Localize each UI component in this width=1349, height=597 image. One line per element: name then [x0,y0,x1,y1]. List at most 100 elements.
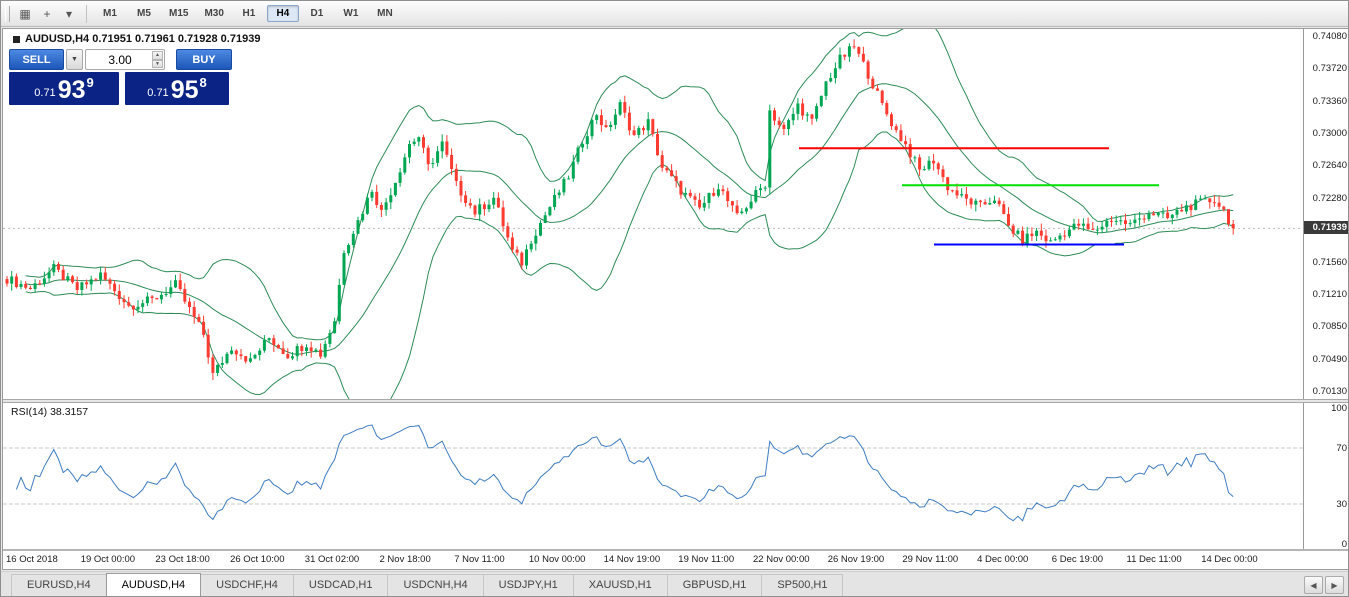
time-axis-label: 19 Oct 00:00 [80,554,136,565]
timeframe-m30-button[interactable]: M30 [204,8,224,19]
trade-panel-prices: 0.71 93 9 0.71 95 8 [9,72,235,105]
timeframe-mn-button[interactable]: MN [377,8,393,19]
trade-panel-controls: SELL ▼ ▲ ▼ BUY [9,49,235,70]
trend-lines[interactable] [799,147,1159,246]
pane-splitter[interactable] [3,399,1348,403]
tab-usdcnh-h4[interactable]: USDCNH,H4 [387,574,484,596]
bid-sup-digit: 9 [86,75,94,90]
time-axis-label: 29 Nov 11:00 [902,554,959,565]
time-axis-label: 6 Dec 19:00 [1051,554,1104,565]
tab-usdcad-h1[interactable]: USDCAD,H1 [292,574,389,596]
time-axis-label: 14 Dec 00:00 [1201,554,1258,565]
rsi-indicator-label: RSI(14) 38.3157 [11,406,89,418]
timeframe-m1-button[interactable]: M1 [103,8,117,19]
dropdown-arrow-icon: ▼ [71,56,78,63]
time-axis-label: 4 Dec 00:00 [977,554,1029,565]
tab-xauusd-h1[interactable]: XAUUSD,H1 [572,574,668,596]
toolbar-icons: ▦ + ▾ [14,3,80,25]
time-axis-label: 26 Nov 19:00 [827,554,885,565]
timeframe-toolbar: M1 M5 M15 M30 H1 H4 D1 W1 MN [93,5,402,22]
volume-input[interactable] [86,50,164,69]
ask-prefix: 0.71 [147,87,169,99]
tab-usdchf-h4[interactable]: USDCHF,H4 [200,574,294,596]
price-axis-label: 0.73360 [1312,95,1347,107]
tab-eurusd-h4[interactable]: EURUSD,H4 [11,574,107,596]
price-axis-label: 0.74080 [1312,31,1347,42]
timeframe-h1-button[interactable]: H1 [242,8,256,19]
chart-tab-bar: EURUSD,H4 AUDUSD,H4 USDCHF,H4 USDCAD,H1 USDC… [1,571,1348,596]
chart-window-icon[interactable]: ▦ [19,6,31,21]
price-axis-label: 0.70490 [1312,353,1347,365]
rsi-plot-svg [3,424,1303,522]
current-price-badge: 0.71939 [1304,221,1348,235]
price-axis-label: 0.71560 [1312,257,1347,269]
toolbar-separator [86,4,87,23]
buy-button[interactable]: BUY [176,49,232,70]
toolbar-drag-handle[interactable] [5,5,10,22]
sell-button[interactable]: SELL [9,49,64,70]
tab-usdjpy-h1[interactable]: USDJPY,H1 [482,574,574,596]
top-toolbar: ▦ + ▾ M1 M5 M15 M30 H1 H4 D1 W1 MN [1,1,1348,27]
tab-audusd-h4[interactable]: AUDUSD,H4 [105,573,202,596]
rsi-axis-label: 30 [1336,499,1347,510]
tab-scroll-buttons: ◀ ▶ [1304,576,1344,594]
bid-big-digits: 93 [57,76,86,104]
time-axis-label: 16 Oct 2018 [6,554,58,565]
time-axis-label: 2 Nov 18:00 [379,554,431,565]
ask-price-display[interactable]: 0.71 95 8 [125,72,229,105]
ask-big-digits: 95 [170,76,199,104]
crosshair-tool-icon[interactable]: + [43,6,51,21]
price-axis-label: 0.71210 [1312,288,1347,300]
price-axis-label: 0.72640 [1312,160,1347,172]
bid-prefix: 0.71 [34,87,56,99]
rsi-pane[interactable]: RSI(14) 38.3157 [3,403,1303,549]
time-axis[interactable]: 16 Oct 2018 19 Oct 00:00 23 Oct 18:00 26 Oc… [3,551,1348,569]
spinner-up-icon[interactable]: ▲ [152,51,163,60]
time-axis-label: 31 Oct 02:00 [304,554,360,565]
time-axis-label: 7 Nov 11:00 [454,554,505,565]
one-click-trading-panel: SELL ▼ ▲ ▼ BUY 0.71 93 9 0.7 [9,49,235,105]
time-axis-label: 23 Oct 18:00 [155,554,210,565]
volume-dropdown-button[interactable]: ▼ [66,49,83,70]
time-axis-label: 11 Dec 11:00 [1126,554,1182,565]
time-axis-label: 19 Nov 11:00 [678,554,735,565]
rsi-axis-label: 70 [1336,443,1347,454]
tab-sp500-h1[interactable]: SP500,H1 [761,574,844,596]
price-axis-label: 0.70850 [1312,321,1347,333]
rsi-axis-label: 100 [1331,403,1347,414]
timeframe-w1-button[interactable]: W1 [343,8,359,19]
price-chart-area[interactable]: AUDUSD,H4 0.71951 0.71961 0.71928 0.7193… [3,29,1303,399]
chart-header: AUDUSD,H4 0.71951 0.71961 0.71928 0.7193… [13,33,260,45]
dropdown-caret-icon[interactable]: ▾ [65,6,73,21]
rsi-axis-label: 0 [1341,539,1347,550]
price-axis[interactable]: 0.71939 0.74080 0.73720 0.73360 0.73000 0.72… [1303,29,1348,399]
time-axis-label: 26 Oct 10:00 [230,554,285,565]
tab-gbpusd-h1[interactable]: GBPUSD,H1 [666,574,763,596]
price-axis-label: 0.72280 [1312,192,1347,204]
time-axis-label: 14 Nov 19:00 [603,554,661,565]
chart-header-text: AUDUSD,H4 0.71951 0.71961 0.71928 0.7193… [25,33,261,45]
timeframe-m15-button[interactable]: M15 [169,8,189,19]
axis-divider [3,549,1348,551]
price-axis-label: 0.73000 [1312,128,1347,140]
volume-spinner: ▲ ▼ [152,51,163,68]
candles-layer [5,39,1235,380]
timeframe-d1-button[interactable]: D1 [310,8,324,19]
price-axis-label: 0.70130 [1312,386,1347,397]
timeframe-h4-button[interactable]: H4 [266,5,299,22]
tab-scroll-left-button[interactable]: ◀ [1304,576,1323,594]
ask-sup-digit: 8 [199,75,207,90]
time-axis-label: 10 Nov 00:00 [528,554,586,565]
bid-price-display[interactable]: 0.71 93 9 [9,72,119,105]
price-plot-svg[interactable] [3,29,1303,399]
spinner-down-icon[interactable]: ▼ [152,59,163,68]
price-axis-label: 0.73720 [1312,63,1347,75]
time-axis-label: 22 Nov 00:00 [753,554,810,565]
timeframe-m5-button[interactable]: M5 [137,8,151,19]
rsi-line [15,424,1234,522]
volume-field: ▲ ▼ [85,49,165,70]
symbol-tabs: EURUSD,H4 AUDUSD,H4 USDCHF,H4 USDCAD,H1 USDC… [11,573,844,596]
chart-context-icon[interactable] [13,35,20,43]
tab-scroll-right-button[interactable]: ▶ [1325,576,1344,594]
